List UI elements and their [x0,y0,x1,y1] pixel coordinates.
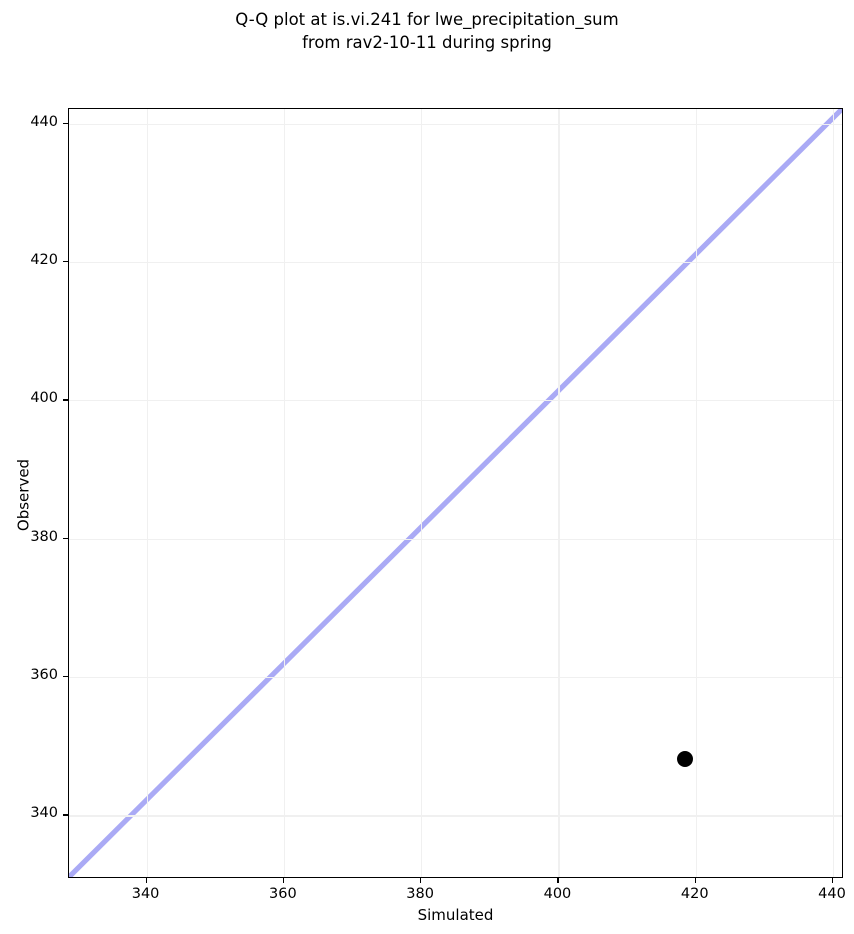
x-axis-tick [420,878,422,883]
x-gridline [558,109,560,877]
x-axis-tick-label: 340 [131,886,160,902]
x-gridline [421,109,423,877]
x-gridline [283,109,286,877]
y-axis-tick-label: 340 [30,805,58,822]
y-axis-tick-label: 380 [30,528,58,545]
plot-area [68,108,843,878]
x-axis-tick [832,878,834,883]
x-axis-tick [282,878,285,883]
x-axis-tick [145,878,147,883]
x-axis-tick [557,878,559,883]
x-axis-tick-label: 440 [818,886,846,902]
scatter-data-point [676,750,693,767]
x-axis-tick-label: 420 [680,886,709,902]
x-gridline [833,109,835,877]
reference-line-svg [69,109,842,877]
y-gridline [69,261,842,264]
x-axis-tick-label: 400 [543,886,572,902]
y-axis-tick [63,260,68,263]
y-axis-tick-label: 440 [30,113,58,130]
x-gridline [695,109,697,877]
x-axis-tick-label: 380 [406,886,434,902]
x-gridline [146,109,148,877]
x-axis-tick [694,878,697,883]
y-gridline [69,400,842,402]
y-gridline [69,815,842,817]
page-title: Q-Q plot at is.vi.241 for lwe_precipitat… [235,10,619,52]
y-axis-tick [63,399,68,401]
y-axis-tick-label: 420 [30,251,58,268]
y-gridline [69,676,842,679]
y-axis-tick [63,122,68,124]
y-axis-label-wrapper: Observed [15,108,35,883]
y-axis-label: Observed [14,458,33,532]
y-axis-tick [63,537,68,539]
y-tick-labels: 340 360 380 400 420 440 [0,0,58,934]
y-gridline [69,123,842,125]
y-axis-tick-label: 360 [30,666,58,683]
y-gridline [69,538,842,540]
x-axis-label: Simulated [417,906,494,924]
y-axis-tick [63,814,68,816]
x-axis-tick-label: 360 [269,886,297,902]
y-axis-tick [63,675,68,678]
y-axis-tick-label: 400 [30,390,58,407]
